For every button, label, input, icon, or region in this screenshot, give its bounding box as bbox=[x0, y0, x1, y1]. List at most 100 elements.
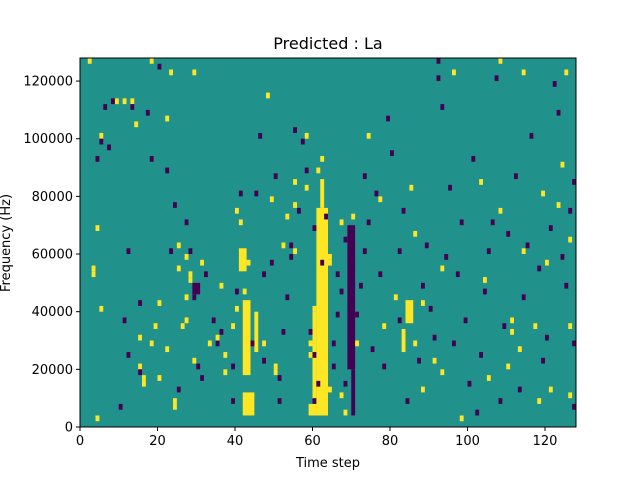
heatmap-cell bbox=[273, 173, 278, 180]
heatmap-cell bbox=[417, 357, 421, 364]
heatmap-cell bbox=[324, 213, 328, 220]
heatmap-cell bbox=[204, 271, 208, 278]
heatmap-cell bbox=[316, 380, 321, 387]
heatmap-band bbox=[238, 248, 247, 272]
y-tick-label: 40000 bbox=[32, 305, 73, 320]
heatmap-cell bbox=[517, 386, 522, 393]
heatmap-cell bbox=[246, 259, 251, 266]
x-tick-label: 40 bbox=[227, 434, 244, 449]
heatmap-cell bbox=[192, 294, 197, 301]
heatmap-cell bbox=[521, 294, 526, 301]
heatmap-cell bbox=[95, 225, 100, 231]
heatmap-cell bbox=[196, 363, 201, 370]
heatmap-cell bbox=[95, 415, 100, 422]
heatmap-cell bbox=[498, 398, 503, 404]
heatmap-cell bbox=[269, 196, 274, 203]
heatmap-cell bbox=[436, 58, 441, 64]
heatmap-cell bbox=[103, 104, 108, 110]
heatmap-cell bbox=[235, 305, 239, 312]
heatmap-cell bbox=[548, 386, 553, 393]
heatmap-cell bbox=[300, 138, 305, 145]
heatmap-cell bbox=[169, 69, 173, 76]
heatmap-cell bbox=[316, 167, 321, 174]
x-axis-label: Time step bbox=[295, 456, 360, 471]
heatmap-cell bbox=[169, 248, 173, 255]
heatmap-cell bbox=[432, 357, 437, 364]
heatmap-band bbox=[401, 328, 406, 353]
heatmap-cell bbox=[312, 352, 317, 358]
heatmap-band bbox=[351, 369, 356, 416]
heatmap-cell bbox=[142, 375, 146, 381]
heatmap-cell bbox=[521, 69, 526, 76]
heatmap-cell bbox=[157, 63, 162, 70]
heatmap-cell bbox=[180, 323, 185, 329]
heatmap-cell bbox=[285, 213, 290, 220]
heatmap-band bbox=[405, 300, 414, 324]
heatmap-cell bbox=[262, 271, 266, 278]
heatmap-cell bbox=[440, 104, 445, 110]
x-tick-label: 60 bbox=[304, 434, 321, 449]
heatmap-cell bbox=[401, 207, 406, 214]
heatmap-cell bbox=[91, 271, 96, 278]
heatmap-cell bbox=[537, 265, 542, 272]
heatmap-cell bbox=[266, 92, 270, 99]
heatmap-cell bbox=[393, 294, 398, 301]
heatmap-cell bbox=[297, 207, 301, 214]
heatmap-cell bbox=[413, 340, 418, 347]
heatmap-cell bbox=[273, 363, 278, 370]
heatmap-cell bbox=[498, 58, 503, 64]
heatmap-cell bbox=[138, 369, 142, 376]
heatmap-cell bbox=[514, 173, 518, 180]
heatmap-cell bbox=[545, 259, 549, 266]
heatmap-cell bbox=[370, 346, 375, 353]
heatmap-cell bbox=[421, 300, 425, 306]
heatmap-cell bbox=[479, 352, 483, 358]
heatmap-cell bbox=[320, 156, 325, 162]
heatmap-cell bbox=[126, 248, 131, 255]
heatmap-band bbox=[316, 207, 328, 416]
heatmap-band bbox=[308, 403, 328, 416]
heatmap-cell bbox=[238, 219, 243, 226]
heatmap-bands bbox=[192, 179, 414, 416]
heatmap-cell bbox=[130, 104, 135, 110]
heatmap-cell bbox=[111, 98, 115, 105]
heatmap-cell bbox=[207, 340, 212, 347]
heatmap-cell bbox=[541, 190, 545, 197]
heatmap-band bbox=[192, 282, 201, 295]
heatmap-cell bbox=[564, 69, 569, 76]
heatmap-cell bbox=[308, 328, 313, 335]
y-tick-label: 0 bbox=[65, 421, 73, 436]
heatmap-cell bbox=[568, 323, 573, 329]
heatmap-cell bbox=[455, 271, 460, 278]
heatmap-cell bbox=[173, 403, 177, 410]
heatmap-cell bbox=[502, 323, 507, 329]
heatmap-cell bbox=[173, 398, 177, 404]
heatmap-cell bbox=[568, 392, 573, 399]
heatmap-cell bbox=[335, 271, 340, 278]
heatmap-cell bbox=[149, 58, 154, 64]
heatmap-cell bbox=[378, 271, 383, 278]
heatmap-cell bbox=[506, 230, 511, 237]
heatmap-cell bbox=[192, 69, 197, 76]
heatmap-cell bbox=[359, 282, 363, 289]
heatmap-cell bbox=[355, 340, 359, 347]
heatmap-cell bbox=[541, 357, 545, 364]
heatmap-cell bbox=[343, 236, 348, 243]
heatmap-cell bbox=[130, 98, 135, 105]
x-tick-label: 100 bbox=[455, 434, 480, 449]
plot-frame bbox=[79, 57, 577, 428]
heatmap-cell bbox=[428, 305, 433, 312]
heatmap-cell bbox=[463, 317, 468, 324]
heatmap-cell bbox=[556, 109, 561, 116]
heatmap-cell bbox=[362, 248, 367, 255]
heatmap-cell bbox=[572, 403, 576, 410]
x-tick-label: 80 bbox=[382, 434, 399, 449]
heatmap-cell bbox=[223, 369, 228, 376]
y-tick-label: 60000 bbox=[32, 248, 73, 263]
heatmap-cell bbox=[242, 288, 247, 295]
heatmap-cell bbox=[138, 363, 142, 370]
heatmap-cell bbox=[386, 115, 390, 122]
heatmap-cell bbox=[188, 248, 193, 255]
heatmap-cell bbox=[366, 132, 371, 139]
heatmap-cell bbox=[452, 69, 456, 76]
